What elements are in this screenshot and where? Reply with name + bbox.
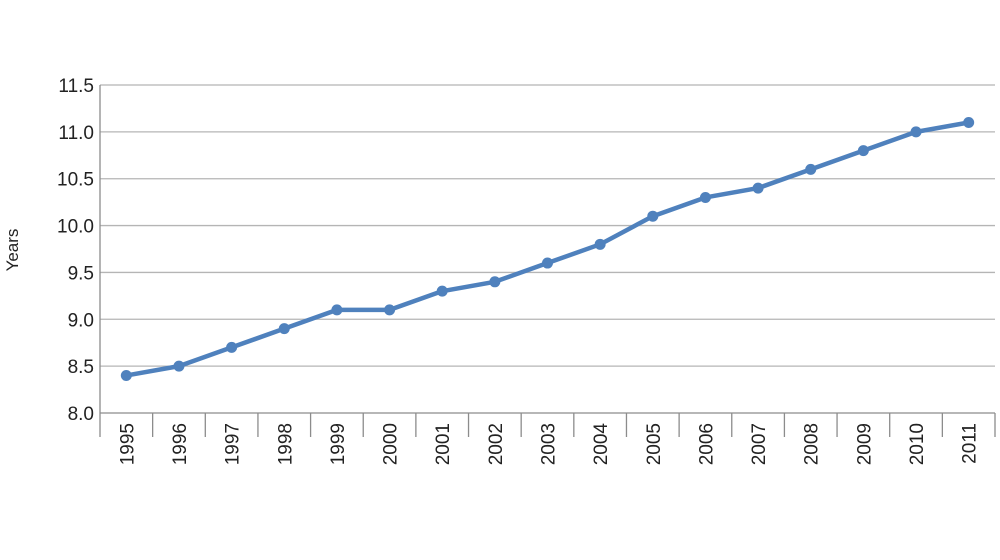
data-point: [384, 304, 396, 316]
x-tick-label: 2003: [539, 423, 560, 465]
data-point: [542, 257, 553, 269]
y-tick-label: 10.5: [57, 170, 94, 191]
data-point: [331, 304, 343, 316]
data-point: [752, 182, 764, 194]
x-axis-ticks: 1995 1996 1997 1998 1999 2000 2001 2002 2003 2004…: [117, 423, 980, 466]
data-point: [647, 210, 659, 222]
x-tick-label: 2006: [696, 423, 717, 465]
x-tick-label: 2010: [907, 423, 928, 465]
x-tick-label: 2001: [433, 423, 454, 465]
y-tick-label: 11.0: [58, 123, 94, 144]
y-axis-title: Years: [3, 229, 22, 272]
x-tick-label: 1998: [275, 423, 296, 465]
data-point: [173, 360, 185, 372]
data-point: [278, 323, 290, 335]
y-tick-label: 9.5: [68, 263, 94, 284]
y-tick-label: 9.0: [68, 310, 94, 331]
x-tick-label: 2002: [486, 423, 507, 465]
data-point: [910, 126, 922, 138]
data-point: [489, 276, 501, 288]
data-point: [805, 163, 817, 175]
data-point: [120, 370, 132, 382]
x-tick-label: 2011: [960, 423, 981, 464]
data-point: [857, 145, 869, 157]
x-tick-label: 2007: [749, 423, 770, 465]
x-tick-label: 2004: [591, 423, 612, 466]
x-tick-label: 2009: [854, 423, 875, 465]
x-tick-label: 1999: [328, 423, 349, 465]
data-point: [699, 191, 711, 203]
y-tick-label: 8.5: [68, 357, 94, 378]
series-group: [120, 116, 975, 382]
x-tick-label: 1996: [170, 423, 191, 465]
x-tick-label: 2008: [802, 423, 823, 465]
x-tick-label: 1997: [223, 423, 244, 465]
x-tick-label: 2005: [644, 423, 665, 465]
y-axis-ticks: 8.0 8.5 9.0 9.5 10.0 10.5 11.0 11.5: [57, 76, 94, 425]
y-tick-label: 8.0: [68, 404, 94, 425]
data-point: [436, 285, 448, 297]
data-point: [963, 116, 975, 128]
y-tick-label: 10.0: [57, 217, 94, 238]
data-point: [594, 238, 606, 250]
gridlines: [99, 84, 996, 437]
x-tick-label: 2000: [381, 423, 402, 465]
series-line: [124, 120, 971, 378]
data-point: [226, 341, 238, 353]
y-tick-label: 11.5: [58, 76, 94, 97]
x-tick-label: 1995: [117, 423, 138, 465]
